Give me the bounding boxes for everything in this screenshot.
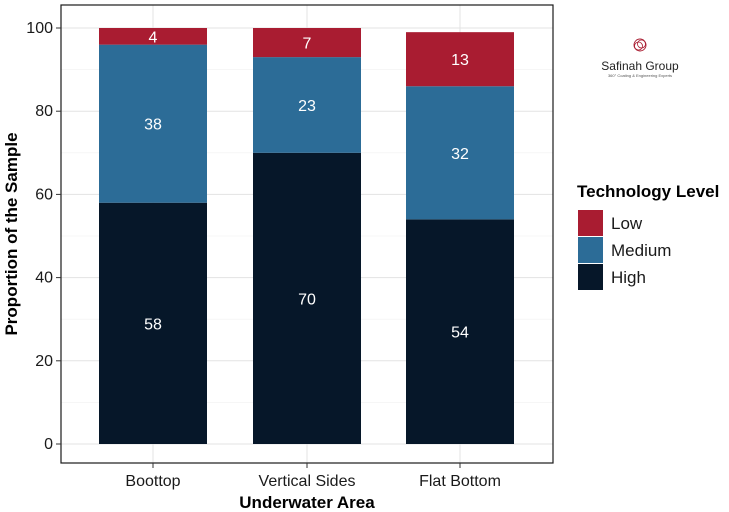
x-tick-label: Flat Bottom xyxy=(419,473,501,490)
y-tick-label: 60 xyxy=(35,186,53,203)
y-tick-label: 100 xyxy=(26,20,53,37)
x-axis-title: Underwater Area xyxy=(239,493,375,512)
y-axis: 0 20 40 60 80 100 xyxy=(26,20,61,453)
bar-label-high: 70 xyxy=(298,291,316,308)
logo-mark-icon xyxy=(633,38,647,52)
logo: Safinah Group 360° Coating & Engineering… xyxy=(601,38,679,78)
legend-label-high: High xyxy=(611,268,646,287)
x-axis: Boottop Vertical Sides Flat Bottom xyxy=(125,463,501,490)
bar-segment-medium xyxy=(99,44,207,203)
bar-segment-high xyxy=(406,219,514,444)
legend-title: Technology Level xyxy=(577,182,719,201)
legend-label-low: Low xyxy=(611,214,643,233)
bar-segment-medium xyxy=(406,86,514,220)
bar-label-low: 13 xyxy=(451,52,469,69)
legend-label-medium: Medium xyxy=(611,241,671,260)
y-tick-label: 80 xyxy=(35,103,53,120)
bar-segment-medium xyxy=(253,57,361,153)
bar-segment-low xyxy=(253,28,361,58)
bar-label-medium: 38 xyxy=(144,117,162,134)
bar-segment-high xyxy=(99,202,207,444)
bar-label-low: 7 xyxy=(303,36,312,53)
bar-label-high: 58 xyxy=(144,316,162,333)
logo-name: Safinah Group xyxy=(601,59,679,73)
legend-swatch-high xyxy=(578,264,603,290)
x-tick-label: Boottop xyxy=(125,473,180,490)
bar-label-low: 4 xyxy=(149,29,158,46)
legend-swatch-medium xyxy=(578,237,603,263)
y-tick-label: 20 xyxy=(35,353,53,370)
bar-label-medium: 32 xyxy=(451,146,469,163)
bars: 58 38 4 70 23 7 54 32 13 xyxy=(99,28,514,445)
legend-swatch-low xyxy=(578,210,603,236)
legend: Technology Level Low Medium High xyxy=(577,182,719,290)
x-tick-label: Vertical Sides xyxy=(259,473,356,490)
y-tick-label: 40 xyxy=(35,270,53,287)
y-axis-title: Proportion of the Sample xyxy=(2,132,21,335)
bar-segment-low xyxy=(406,32,514,87)
bar-segment-high xyxy=(253,152,361,445)
bar-label-high: 54 xyxy=(451,325,469,342)
logo-tagline: 360° Coating & Engineering Experts xyxy=(608,73,672,78)
bar-segment-low xyxy=(99,28,207,45)
y-tick-label: 0 xyxy=(44,436,53,453)
bar-label-medium: 23 xyxy=(298,98,316,115)
